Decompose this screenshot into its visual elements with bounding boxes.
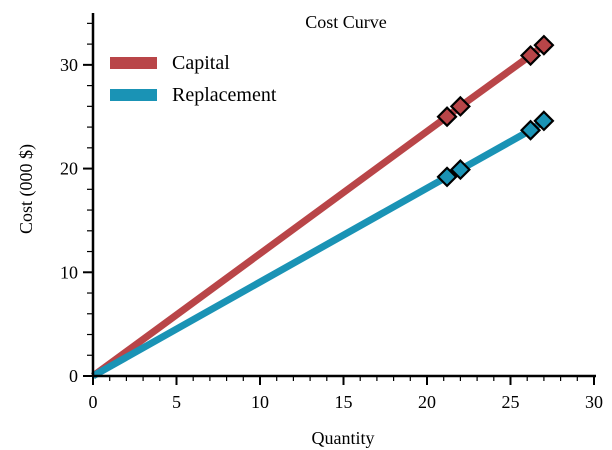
chart-title: Cost Curve xyxy=(305,12,387,32)
y-tick-label: 10 xyxy=(60,262,78,282)
x-tick-label: 0 xyxy=(89,392,98,412)
series-line-replacement xyxy=(91,117,546,380)
data-point-capital xyxy=(436,106,458,128)
data-point-replacement xyxy=(449,159,471,181)
data-point-replacement xyxy=(436,166,458,188)
data-point-capital xyxy=(449,95,471,117)
data-point-capital xyxy=(533,34,555,56)
tick-labels: 0 5 10 15 20 25 30 0 10 20 30 xyxy=(60,55,603,412)
x-tick-label: 10 xyxy=(251,392,269,412)
data-point-replacement xyxy=(533,110,555,132)
y-tick-label: 20 xyxy=(60,159,78,179)
legend-label-replacement: Replacement xyxy=(172,84,277,106)
series-layer xyxy=(90,34,555,380)
y-tick-label: 0 xyxy=(69,366,78,386)
x-tick-label: 5 xyxy=(172,392,181,412)
legend: Capital Replacement xyxy=(110,52,277,106)
y-tick-label: 30 xyxy=(60,55,78,75)
data-point-replacement xyxy=(519,119,542,141)
x-tick-label: 15 xyxy=(335,392,353,412)
legend-label-capital: Capital xyxy=(172,52,230,74)
x-tick-label: 20 xyxy=(418,392,436,412)
legend-swatch-capital xyxy=(110,57,157,69)
x-tick-label: 25 xyxy=(502,392,520,412)
x-axis-title: Quantity xyxy=(312,428,375,448)
x-tick-label: 30 xyxy=(585,392,603,412)
series-line-capital xyxy=(90,42,547,379)
y-axis-title: Cost (000 $) xyxy=(16,144,37,234)
axes xyxy=(83,13,596,385)
legend-swatch-replacement xyxy=(110,89,157,101)
data-point-capital xyxy=(519,44,542,67)
